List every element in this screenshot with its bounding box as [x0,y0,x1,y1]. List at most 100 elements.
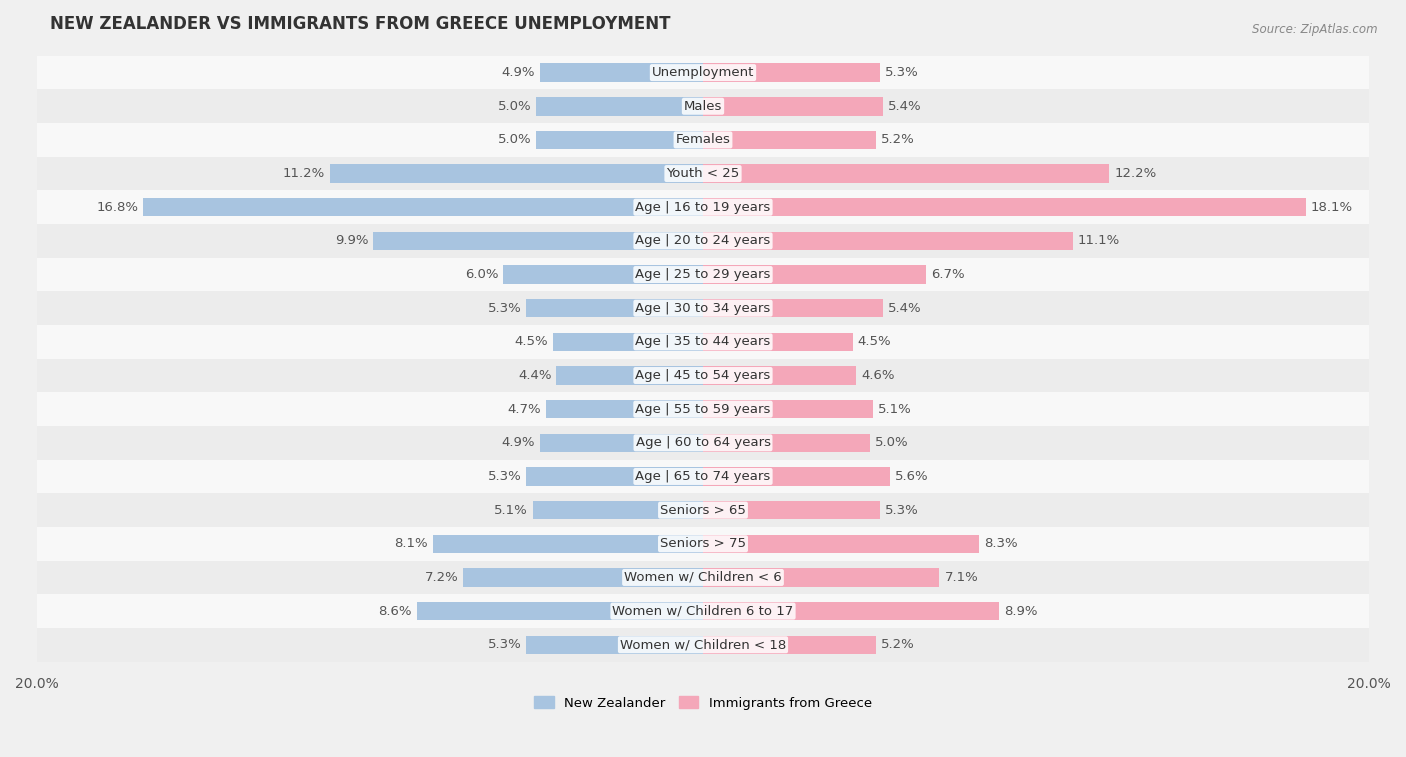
Bar [703,97,883,116]
Bar [463,569,703,587]
Text: 5.3%: 5.3% [488,638,522,651]
Text: NEW ZEALANDER VS IMMIGRANTS FROM GREECE UNEMPLOYMENT: NEW ZEALANDER VS IMMIGRANTS FROM GREECE … [51,15,671,33]
Bar [416,602,703,620]
Bar [540,64,703,82]
Bar [37,392,1369,426]
Bar [703,569,939,587]
Text: 5.3%: 5.3% [488,470,522,483]
Legend: New Zealander, Immigrants from Greece: New Zealander, Immigrants from Greece [529,691,877,715]
Text: Women w/ Children < 18: Women w/ Children < 18 [620,638,786,651]
Text: Seniors > 65: Seniors > 65 [659,503,747,516]
Bar [526,299,703,317]
Text: Youth < 25: Youth < 25 [666,167,740,180]
Text: 5.4%: 5.4% [887,100,921,113]
Bar [703,534,980,553]
Text: 6.7%: 6.7% [931,268,965,281]
Bar [526,636,703,654]
Bar [37,224,1369,257]
Bar [143,198,703,217]
Bar [373,232,703,250]
Bar [703,400,873,419]
Text: 5.1%: 5.1% [877,403,911,416]
Bar [533,501,703,519]
Text: 11.1%: 11.1% [1077,235,1121,248]
Text: 4.5%: 4.5% [515,335,548,348]
Text: 5.0%: 5.0% [498,100,531,113]
Text: 4.9%: 4.9% [502,66,534,79]
Text: Age | 30 to 34 years: Age | 30 to 34 years [636,302,770,315]
Bar [703,232,1073,250]
Text: Source: ZipAtlas.com: Source: ZipAtlas.com [1253,23,1378,36]
Text: Age | 16 to 19 years: Age | 16 to 19 years [636,201,770,213]
Text: 5.3%: 5.3% [884,503,918,516]
Bar [703,467,890,486]
Bar [37,426,1369,459]
Bar [37,594,1369,628]
Text: 5.4%: 5.4% [887,302,921,315]
Text: 5.2%: 5.2% [882,638,915,651]
Text: 4.9%: 4.9% [502,436,534,450]
Bar [37,291,1369,325]
Bar [703,366,856,385]
Text: Seniors > 75: Seniors > 75 [659,537,747,550]
Bar [703,265,927,284]
Bar [547,400,703,419]
Bar [703,131,876,149]
Text: 8.1%: 8.1% [395,537,429,550]
Bar [37,527,1369,561]
Bar [703,434,869,452]
Text: 8.9%: 8.9% [1004,605,1038,618]
Bar [703,501,880,519]
Bar [37,123,1369,157]
Text: Females: Females [675,133,731,146]
Text: 11.2%: 11.2% [283,167,325,180]
Text: 16.8%: 16.8% [97,201,138,213]
Text: 5.3%: 5.3% [488,302,522,315]
Text: 18.1%: 18.1% [1310,201,1353,213]
Text: Age | 60 to 64 years: Age | 60 to 64 years [636,436,770,450]
Text: 7.1%: 7.1% [945,571,979,584]
Bar [37,459,1369,494]
Text: 6.0%: 6.0% [464,268,498,281]
Text: Age | 55 to 59 years: Age | 55 to 59 years [636,403,770,416]
Bar [37,628,1369,662]
Bar [37,359,1369,392]
Bar [537,131,703,149]
Bar [37,157,1369,191]
Bar [37,257,1369,291]
Text: Age | 45 to 54 years: Age | 45 to 54 years [636,369,770,382]
Bar [537,97,703,116]
Bar [37,191,1369,224]
Text: Age | 20 to 24 years: Age | 20 to 24 years [636,235,770,248]
Bar [540,434,703,452]
Text: Unemployment: Unemployment [652,66,754,79]
Text: 5.2%: 5.2% [882,133,915,146]
Text: 4.4%: 4.4% [517,369,551,382]
Text: 9.9%: 9.9% [335,235,368,248]
Bar [703,64,880,82]
Text: Age | 25 to 29 years: Age | 25 to 29 years [636,268,770,281]
Bar [526,467,703,486]
Bar [37,561,1369,594]
Text: Age | 35 to 44 years: Age | 35 to 44 years [636,335,770,348]
Text: 12.2%: 12.2% [1115,167,1157,180]
Text: 8.6%: 8.6% [378,605,412,618]
Bar [37,494,1369,527]
Bar [503,265,703,284]
Bar [703,332,853,351]
Bar [37,56,1369,89]
Text: 4.6%: 4.6% [862,369,894,382]
Text: 5.3%: 5.3% [884,66,918,79]
Text: Women w/ Children 6 to 17: Women w/ Children 6 to 17 [613,605,793,618]
Text: 4.5%: 4.5% [858,335,891,348]
Text: 5.0%: 5.0% [498,133,531,146]
Text: 8.3%: 8.3% [984,537,1018,550]
Text: 4.7%: 4.7% [508,403,541,416]
Bar [433,534,703,553]
Bar [703,299,883,317]
Text: 5.0%: 5.0% [875,436,908,450]
Bar [557,366,703,385]
Text: Women w/ Children < 6: Women w/ Children < 6 [624,571,782,584]
Bar [703,164,1109,183]
Bar [553,332,703,351]
